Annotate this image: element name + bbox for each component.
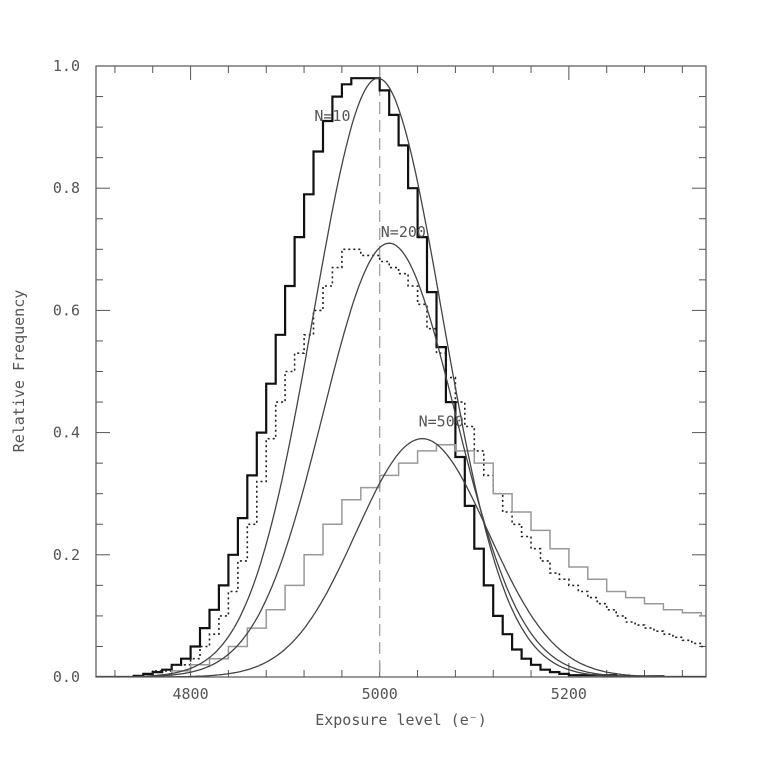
x-tick-label: 5000 [362,685,398,703]
gaussian-fit-N=10 [96,77,706,677]
annotation-label: N=500 [419,412,464,430]
y-tick-label: 1.0 [53,57,80,75]
y-tick-label: 0.6 [53,301,80,319]
histogram-series-1 [96,248,706,677]
x-tick-label: 5200 [551,685,587,703]
gaussian-fit-N=200 [96,242,706,677]
axis-ticks [96,65,706,678]
y-tick-label: 0.8 [53,179,80,197]
histogram-series-2 [96,444,706,677]
y-tick-label: 0.0 [53,668,80,686]
y-axis-label: Relative Frequency [10,290,28,453]
tick-labels: 4800 5000 5200 0.0 0.2 0.4 0.6 0.8 1.0 N=10 N=200 N… [53,57,587,703]
plot-frame [95,65,707,678]
gaussian-fit-N=500 [96,438,706,677]
histogram-series-0 [96,77,706,677]
plot-area [96,66,706,677]
x-tick-label: 4800 [173,685,209,703]
x-axis-label: Exposure level (e⁻) [315,711,487,729]
annotation-label: N=200 [381,223,426,241]
annotation-label: N=10 [314,107,350,125]
y-tick-label: 0.2 [53,546,80,564]
y-tick-label: 0.4 [53,424,80,442]
